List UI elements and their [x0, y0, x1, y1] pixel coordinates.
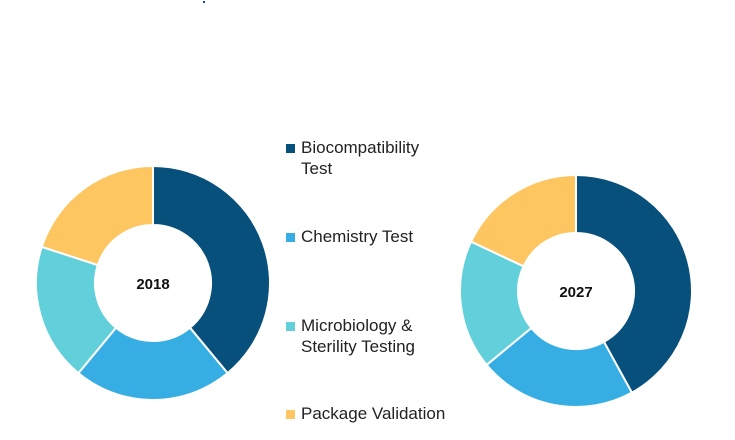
legend-swatch [286, 144, 295, 153]
donut-slice-2018-biocompatibility-test [152, 164, 271, 375]
legend-swatch [286, 410, 295, 419]
legend-label: Chemistry Test [301, 227, 414, 246]
legend-item-microbiology: Microbiology & Sterility Testing [286, 315, 415, 357]
donut-center-label: 2018 [136, 276, 169, 293]
donut-slice-2018-chemistry-test [77, 326, 229, 401]
donut-slice-2027-chemistry-test [485, 326, 634, 408]
donut-slice-2027-biocompatibility-test [575, 173, 693, 395]
donut-slice-2018-microbiology-sterility-testing [35, 245, 118, 375]
donut-slice-2018-package-validation [40, 164, 154, 267]
legend-label: Microbiology & Sterility Testing [301, 316, 416, 356]
donut-slice-2027-package-validation [469, 173, 577, 268]
legend-label: Package Validation [301, 404, 446, 423]
legend-item-chemistry: Chemistry Test [286, 226, 413, 247]
legend-item-biocompatibility: Biocompatibility Test [286, 137, 419, 179]
legend-item-package-validation: Package Validation [286, 403, 445, 424]
legend-swatch [286, 322, 295, 331]
marker-dot [203, 1, 205, 3]
donut-center-label: 2027 [559, 284, 592, 301]
legend-swatch [286, 233, 295, 242]
legend-label: Biocompatibility Test [301, 138, 420, 178]
